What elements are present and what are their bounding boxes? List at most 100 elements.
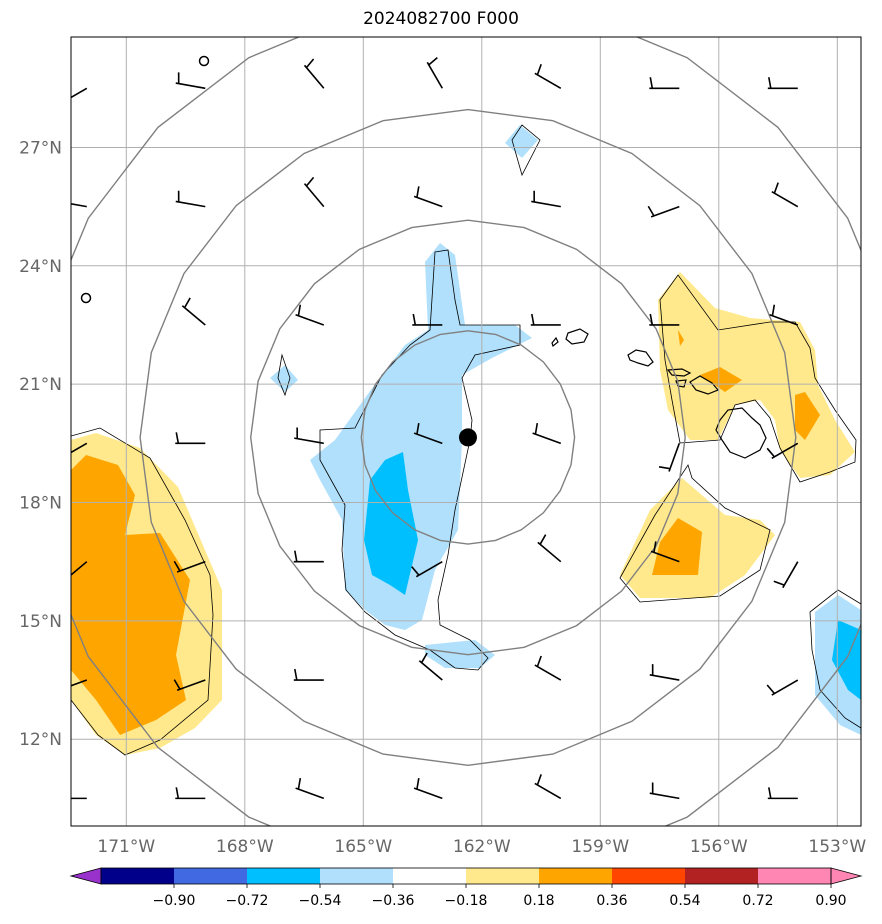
wind-barb <box>771 182 799 208</box>
longitude-label: 153°W <box>808 837 866 857</box>
wind-barb <box>413 777 443 800</box>
range-ring <box>71 37 861 826</box>
colorbar-swatch <box>466 868 539 884</box>
latitude-label: 12°N <box>19 730 62 750</box>
colorbar-swatch <box>393 868 466 884</box>
colorbar-label: −0.90 <box>153 893 196 909</box>
longitude-label: 162°W <box>453 837 511 857</box>
wind-barb <box>413 186 443 208</box>
wind-barb <box>773 561 799 589</box>
colorbar-label: 0.72 <box>742 893 773 909</box>
longitude-tick-labels: 171°W 168°W 165°W 162°W 159°W 156°W 153°W <box>97 837 866 857</box>
wind-barb <box>766 442 799 460</box>
latitude-label: 18°N <box>19 494 62 514</box>
wind-barb <box>530 313 561 326</box>
wind-barb <box>293 550 324 563</box>
wind-barb <box>295 304 325 326</box>
latitude-label: 27°N <box>19 138 62 158</box>
colorbar-swatch <box>101 868 174 884</box>
longitude-label: 156°W <box>690 837 748 857</box>
wind-barb <box>295 777 325 800</box>
colorbar-label: 0.90 <box>815 893 846 909</box>
range-ring <box>139 108 797 767</box>
calm-wind-circle <box>198 55 210 67</box>
wind-barb <box>647 205 680 218</box>
wind-barb <box>649 77 680 90</box>
wind-barb <box>293 668 324 681</box>
wind-barb <box>175 787 206 800</box>
wind-barb <box>175 72 206 90</box>
longitude-label: 165°W <box>334 837 392 857</box>
colorbar-swatch <box>320 868 393 884</box>
wind-barb <box>175 190 206 208</box>
wind-barb <box>767 787 798 800</box>
colorbar-label: 0.54 <box>669 893 700 909</box>
colorbar-swatch <box>612 868 685 884</box>
wind-barb <box>537 534 562 563</box>
wind-barb <box>534 655 562 681</box>
latitude-label: 21°N <box>19 375 62 395</box>
wind-barb <box>426 57 443 89</box>
wind-barb <box>411 560 443 578</box>
colorbar-swatch <box>685 868 758 884</box>
colorbar: −0.90 −0.72 −0.54 −0.36 −0.18 0.18 0.36 0.54 0.7… <box>69 867 863 909</box>
range-ring <box>360 330 576 545</box>
wind-barb <box>767 77 798 90</box>
wind-barb <box>534 774 562 800</box>
wind-barb <box>418 652 443 681</box>
colorbar-swatch <box>539 868 612 884</box>
hawaii-coastlines <box>551 328 767 459</box>
colorbar-label: −0.72 <box>226 893 269 909</box>
wind-barb <box>71 679 88 687</box>
wind-barb <box>650 541 680 563</box>
colorbar-label: −0.36 <box>372 893 415 909</box>
range-ring <box>249 219 686 656</box>
storm-center-marker <box>458 428 477 447</box>
colorbar-swatch <box>247 868 320 884</box>
wind-barb <box>534 63 562 89</box>
colorbar-label: 0.18 <box>523 893 554 909</box>
wind-barb <box>303 58 325 89</box>
wind-barb <box>71 797 87 800</box>
positive-anomaly-shading <box>71 272 855 755</box>
colorbar-label: −0.54 <box>299 893 342 909</box>
wind-barb <box>532 422 562 445</box>
latitude-label: 24°N <box>19 257 62 277</box>
wind-barb <box>71 87 88 99</box>
colorbar-swatch <box>758 868 831 884</box>
wind-barb <box>71 561 88 576</box>
map-frame <box>70 36 862 827</box>
longitude-label: 171°W <box>97 837 155 857</box>
longitude-label: 159°W <box>571 837 629 857</box>
colorbar-swatch <box>174 868 247 884</box>
negative-anomaly-shading <box>270 125 861 735</box>
longitude-label: 168°W <box>216 837 274 857</box>
latitude-tick-labels: 12°N 15°N 18°N 21°N 24°N 27°N <box>19 138 62 750</box>
colorbar-extend-high <box>830 867 863 885</box>
wind-barb <box>769 304 799 326</box>
wind-barb <box>175 432 206 445</box>
range-rings <box>71 37 861 826</box>
wind-barb <box>173 679 206 692</box>
wind-barb <box>412 313 443 326</box>
wind-barb <box>71 442 88 454</box>
wind-barb <box>531 190 561 208</box>
wind-barb <box>649 664 680 681</box>
wind-barb <box>649 313 680 326</box>
wind-barbs <box>71 57 799 800</box>
wind-barb <box>181 297 206 326</box>
wind-barb <box>413 422 443 445</box>
map-title: 2024082700 F000 <box>363 9 519 29</box>
wind-barb <box>766 679 799 696</box>
colorbar-extend-low <box>69 867 102 885</box>
colorbar-label: −0.18 <box>445 893 488 909</box>
wind-barb <box>173 560 206 573</box>
wind-barb <box>658 443 681 472</box>
wind-barb <box>303 176 325 208</box>
wind-barb <box>649 782 680 800</box>
map-plot-area <box>71 37 861 826</box>
wind-barb <box>71 203 87 208</box>
latitude-label: 15°N <box>19 612 62 632</box>
wind-barb <box>294 427 324 445</box>
